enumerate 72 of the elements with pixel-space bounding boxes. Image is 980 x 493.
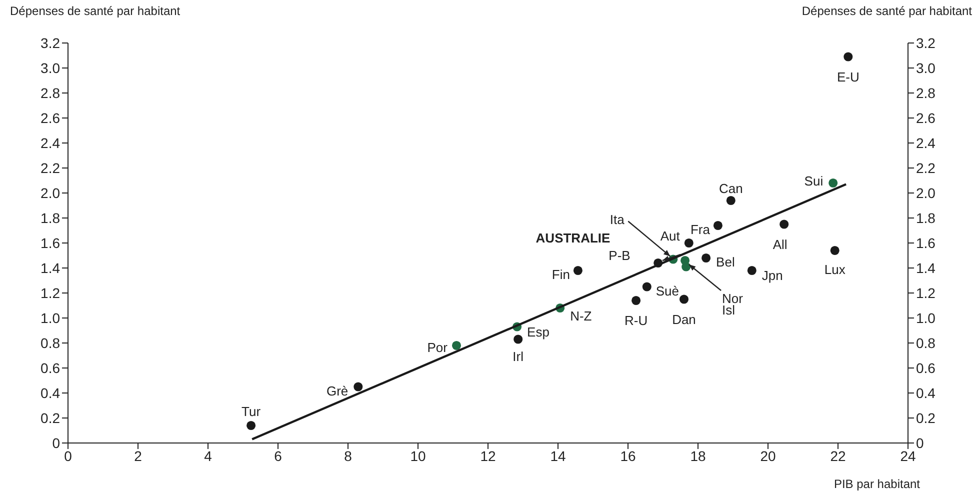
y-tick-label: 2.8 xyxy=(40,84,60,101)
annotation: Sui xyxy=(804,174,824,189)
x-tick-label: 18 xyxy=(690,448,706,464)
y2-tick-label: 1.4 xyxy=(916,260,936,276)
y2-tick-label: 2.2 xyxy=(916,160,936,176)
annotation: All xyxy=(772,236,788,252)
y2-tick-label: 2.0 xyxy=(916,184,936,201)
y2-axis-title: Dépenses de santé par habitant xyxy=(802,4,972,18)
annotation: Grè xyxy=(326,383,348,398)
x-tick-label: 14 xyxy=(550,448,566,464)
x-tick-label: 24 xyxy=(900,448,916,464)
x-tick-label: 12 xyxy=(480,448,496,464)
y-axis-title: Dépenses de santé par habitant xyxy=(10,4,180,18)
annotation: Aut xyxy=(660,228,680,244)
annotation: Irl xyxy=(512,348,524,364)
annotation: Jpn xyxy=(762,268,783,284)
x-tick-label: 8 xyxy=(344,448,352,464)
annotation: Por xyxy=(427,340,448,356)
y-tick-label: 0 xyxy=(52,434,60,451)
x-axis-title: PIB par habitant xyxy=(834,477,920,491)
y-tick-label: 0.6 xyxy=(40,360,60,376)
y2-tick-label: 2.6 xyxy=(916,110,936,126)
y2-tick-label: 0.4 xyxy=(916,384,936,401)
y-tick-label: 3.2 xyxy=(40,34,60,51)
x-tick-label: 20 xyxy=(760,448,776,464)
annotation: Tur xyxy=(242,404,262,420)
y-tick-label: 1.6 xyxy=(40,234,60,251)
y2-tick-label: 2.4 xyxy=(916,134,936,151)
y2-tick-label: 1.6 xyxy=(916,234,936,251)
y2-tick-label: 3.2 xyxy=(916,34,936,51)
y-tick-label: 2.0 xyxy=(40,184,60,201)
y-tick-label: 3.0 xyxy=(40,60,60,76)
annotation: Fin xyxy=(552,267,570,282)
annotation: Esp xyxy=(527,324,550,340)
x-tick-label: 22 xyxy=(830,448,846,464)
y2-tick-label: 1.0 xyxy=(916,310,936,326)
x-tick-label: 16 xyxy=(620,448,636,464)
annotation: N-Z xyxy=(570,308,592,324)
x-tick-label: 10 xyxy=(410,448,426,464)
y-tick-label: 2.4 xyxy=(40,134,60,151)
y-tick-label: 1.8 xyxy=(40,210,60,226)
annotation: Fra xyxy=(690,222,711,238)
y-tick-label: 0.4 xyxy=(40,384,60,401)
y2-tick-label: 0 xyxy=(916,434,924,451)
annotation: Lux xyxy=(824,262,846,278)
y2-tick-label: 3.0 xyxy=(916,60,936,76)
y2-tick-label: 2.8 xyxy=(916,84,936,101)
y-tick-label: 0.2 xyxy=(40,410,60,426)
annotation: Can xyxy=(718,181,743,196)
x-tick-label: 6 xyxy=(274,448,282,464)
annotation: E-U xyxy=(836,69,860,84)
y-tick-label: 1.0 xyxy=(40,310,60,326)
x-tick-label: 2 xyxy=(134,448,142,464)
x-tick-label: 0 xyxy=(64,448,72,464)
y-tick-label: 2.2 xyxy=(40,160,60,176)
annotation: P-B xyxy=(608,248,630,264)
y2-tick-label: 0.2 xyxy=(916,410,936,426)
y-tick-label: 1.4 xyxy=(40,260,60,276)
y2-tick-label: 1.8 xyxy=(916,210,936,226)
y-tick-label: 2.6 xyxy=(40,110,60,126)
y-tick-label: 1.2 xyxy=(40,284,60,301)
annotation: Dan xyxy=(672,312,696,327)
annotation: Ita xyxy=(610,212,626,227)
y2-tick-label: 1.2 xyxy=(916,284,936,301)
annotation: Bel xyxy=(716,254,735,270)
annotation: AUSTRALIE xyxy=(536,230,611,246)
annotation: R-U xyxy=(624,313,648,328)
y-tick-label: 0.8 xyxy=(40,334,60,351)
y2-tick-label: 0.6 xyxy=(916,360,936,376)
x-tick-label: 4 xyxy=(204,448,212,464)
annotation: Suè xyxy=(656,283,680,298)
y2-tick-label: 0.8 xyxy=(916,334,936,351)
